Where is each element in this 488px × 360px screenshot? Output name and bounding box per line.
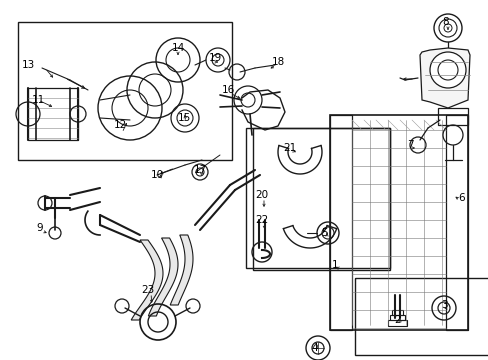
Bar (389, 315, 404, 320)
Bar (391, 310, 402, 315)
Text: 9: 9 (37, 223, 43, 233)
Text: 1: 1 (331, 260, 338, 270)
Text: 15: 15 (177, 113, 190, 123)
Bar (329, 115, 351, 330)
Polygon shape (148, 238, 178, 316)
Text: 17: 17 (193, 165, 206, 175)
Bar (329, 115, 467, 330)
Bar (387, 320, 406, 326)
Text: 4: 4 (311, 343, 318, 353)
Text: 3: 3 (440, 300, 447, 310)
Bar (354, 278, 488, 355)
Text: 10: 10 (150, 170, 163, 180)
Text: 7: 7 (406, 140, 412, 150)
Bar (18, 22, 231, 160)
Text: 18: 18 (271, 57, 284, 67)
Text: 23: 23 (141, 285, 154, 295)
Text: 16: 16 (221, 85, 234, 95)
Polygon shape (170, 235, 193, 305)
Text: 14: 14 (171, 43, 184, 53)
Bar (252, 128, 389, 270)
Polygon shape (419, 48, 469, 108)
Text: 6: 6 (458, 193, 465, 203)
Text: 13: 13 (21, 60, 35, 70)
Circle shape (429, 52, 465, 88)
Text: 19: 19 (208, 53, 221, 63)
Bar (28, 88, 78, 140)
Text: 8: 8 (442, 17, 448, 27)
Text: 5: 5 (321, 228, 327, 238)
Text: 11: 11 (31, 95, 44, 105)
Bar (445, 115, 467, 330)
Text: 21: 21 (283, 143, 296, 153)
Polygon shape (131, 240, 163, 320)
Text: 12: 12 (113, 120, 126, 130)
Text: 2: 2 (394, 315, 401, 325)
Text: 20: 20 (255, 190, 268, 200)
Bar (437, 108, 467, 125)
Bar (245, 128, 389, 268)
Text: 22: 22 (255, 215, 268, 225)
